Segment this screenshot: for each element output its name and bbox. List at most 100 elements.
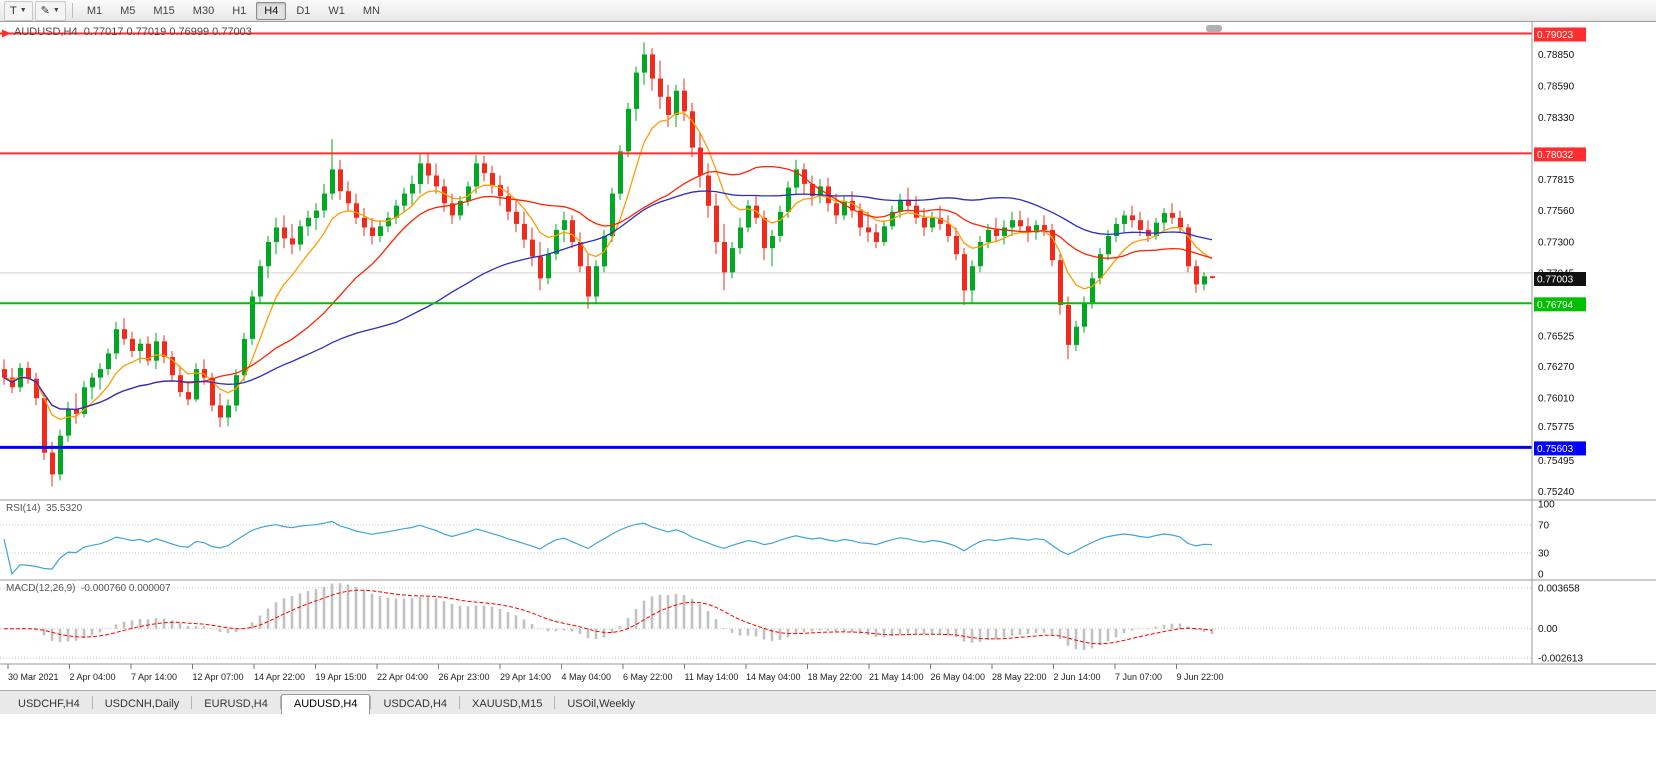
- time-label: 30 Mar 2021: [8, 672, 59, 682]
- timeframe-button-h1[interactable]: H1: [232, 4, 247, 17]
- timeframe-button-h4[interactable]: H4: [256, 1, 287, 20]
- macd-name: MACD(12,26,9): [6, 583, 76, 594]
- price-tick-label: 0.78850: [1538, 50, 1575, 61]
- price-tick-label: 0.75495: [1538, 456, 1575, 467]
- fast-ma-line: [3, 112, 1213, 421]
- time-label: 2 Apr 04:00: [70, 672, 116, 682]
- time-label: 7 Apr 14:00: [131, 672, 177, 682]
- price-tick-label: 0.76010: [1538, 394, 1575, 405]
- slow-ma-line: [3, 190, 1213, 411]
- svg-text:0.75603: 0.75603: [1537, 444, 1574, 455]
- chart-ohlc-values: 0.77017 0.77019 0.76999 0.77003: [83, 26, 252, 38]
- tab-separator: [370, 696, 372, 709]
- macd-scale-label: -0.002613: [1538, 653, 1583, 664]
- tab-bar: USDCHF,H4 USDCNH,Daily EURUSD,H4 AUDUSD,H4 U…: [0, 690, 1656, 715]
- time-label: 28 May 22:00: [992, 672, 1047, 682]
- toolbar: T ▼ ✎ ▼ M1 M5 M15 M30 H1 H4 D1 W1 MN: [0, 0, 1656, 22]
- timeframe-button-w1[interactable]: W1: [328, 4, 345, 17]
- price-tick-label: 0.78330: [1538, 113, 1575, 124]
- time-label: 2 Jun 14:00: [1054, 672, 1101, 682]
- timeframe-button-m15[interactable]: M15: [153, 4, 175, 17]
- tab-usdchf-h4[interactable]: USDCHF,H4: [18, 698, 80, 710]
- time-label: 12 Apr 07:00: [193, 672, 244, 682]
- rsi-scale-label: 30: [1538, 549, 1550, 560]
- svg-text:0.76794: 0.76794: [1537, 300, 1574, 311]
- macd-histogram: [10, 583, 1214, 650]
- svg-text:0.79023: 0.79023: [1537, 30, 1574, 41]
- price-tick-label: 0.76525: [1538, 331, 1575, 342]
- horizontal-scrollbar-thumb[interactable]: [1206, 25, 1222, 32]
- time-label: 26 Apr 23:00: [439, 672, 490, 682]
- chart-title: AUDUSD,H4 0.77017 0.77019 0.76999 0.7700…: [14, 26, 252, 38]
- dropdown-caret-icon: ▼: [19, 7, 27, 14]
- tab-separator: [459, 696, 461, 709]
- timeframe-button-m1[interactable]: M1: [86, 4, 103, 17]
- line-anchor-marker-icon: [2, 29, 11, 38]
- tab-audusd-h4[interactable]: AUDUSD,H4: [280, 694, 371, 715]
- timeframe-button-m5[interactable]: M5: [120, 4, 136, 17]
- time-label: 18 May 22:00: [808, 672, 863, 682]
- rsi-scale-label: 0: [1538, 570, 1544, 581]
- price-scale: 0.78850 0.78590 0.78330 0.77815 0.77560 0.773…: [1538, 50, 1583, 665]
- macd-indicator-label: MACD(12,26,9) -0.000760 0.000007: [6, 583, 171, 594]
- price-tick-label: 0.77300: [1538, 238, 1575, 249]
- price-tick-label: 0.75775: [1538, 422, 1575, 433]
- template-icon: T: [10, 4, 17, 17]
- time-label: 7 Jun 07:00: [1115, 672, 1162, 682]
- draw-tools-button[interactable]: ✎ ▼: [34, 0, 66, 21]
- rsi-indicator-label: RSI(14) 35.5320: [6, 503, 82, 514]
- timeframe-group: M1 M5 M15 M30 H1 H4 D1 W1 MN: [78, 1, 389, 20]
- timeframe-button-mn[interactable]: MN: [362, 4, 380, 17]
- candlesticks: [2, 42, 1215, 487]
- rsi-scale-label: 70: [1538, 521, 1550, 532]
- timeframe-button-d1[interactable]: D1: [296, 4, 311, 17]
- tab-separator: [279, 696, 281, 709]
- time-label: 26 May 04:00: [931, 672, 986, 682]
- price-badge: 0.78032: [1534, 147, 1586, 162]
- rsi-current-value: 35.5320: [46, 503, 83, 514]
- tab-usdcnh-daily[interactable]: USDCNH,Daily: [104, 698, 180, 710]
- rsi-name: RSI(14): [6, 503, 41, 514]
- price-tick-label: 0.77560: [1538, 206, 1575, 217]
- time-label: 6 May 22:00: [623, 672, 673, 682]
- price-badge: 0.77003: [1534, 272, 1586, 286]
- chart-canvas[interactable]: 0.78850 0.78590 0.78330 0.77815 0.77560 0.773…: [0, 22, 1656, 690]
- time-label: 21 May 14:00: [869, 672, 924, 682]
- price-badge: 0.75603: [1534, 441, 1586, 456]
- time-label: 11 May 14:00: [685, 672, 739, 682]
- time-label: 4 May 04:00: [562, 672, 612, 682]
- tab-xauusd-m15[interactable]: XAUUSD,M15: [472, 698, 543, 710]
- tab-usdcad-h4[interactable]: USDCAD,H4: [383, 698, 448, 710]
- price-tick-label: 0.78590: [1538, 81, 1575, 92]
- chart-symbol-period: AUDUSD,H4: [14, 26, 78, 38]
- time-axis: 30 Mar 2021 2 Apr 04:00 7 Apr 14:00 12 Apr …: [7, 664, 1224, 682]
- svg-text:0.78032: 0.78032: [1537, 150, 1574, 161]
- chart-area: 0.78850 0.78590 0.78330 0.77815 0.77560 0.773…: [0, 22, 1656, 690]
- price-badge: 0.79023: [1534, 27, 1586, 42]
- toolbar-separator: [71, 3, 73, 18]
- macd-scale-label: 0.003658: [1538, 583, 1580, 594]
- time-label: 14 Apr 22:00: [254, 672, 305, 682]
- time-label: 9 Jun 22:00: [1177, 672, 1224, 682]
- rsi-scale-label: 100: [1538, 500, 1555, 511]
- price-tick-label: 0.77815: [1538, 175, 1575, 186]
- tab-eurusd-h4[interactable]: EURUSD,H4: [204, 698, 268, 710]
- price-badge: 0.76794: [1534, 297, 1586, 312]
- svg-text:0.77003: 0.77003: [1537, 275, 1574, 286]
- chart-template-button[interactable]: T ▼: [4, 0, 33, 21]
- rsi-line: [3, 520, 1213, 576]
- dropdown-caret-icon: ▼: [52, 7, 60, 14]
- tab-usoil-weekly[interactable]: USOil,Weekly: [567, 698, 635, 710]
- tab-separator: [191, 696, 193, 709]
- pencil-icon: ✎: [40, 5, 50, 17]
- time-label: 22 Apr 04:00: [377, 672, 428, 682]
- macd-signal-line: [3, 589, 1213, 645]
- time-label: 29 Apr 14:00: [500, 672, 551, 682]
- price-tick-label: 0.76270: [1538, 362, 1575, 373]
- macd-current-values: -0.000760 0.000007: [81, 583, 171, 594]
- tab-separator: [91, 696, 93, 709]
- time-label: 19 Apr 15:00: [316, 672, 367, 682]
- tab-separator: [554, 696, 556, 709]
- timeframe-button-m30[interactable]: M30: [192, 4, 215, 17]
